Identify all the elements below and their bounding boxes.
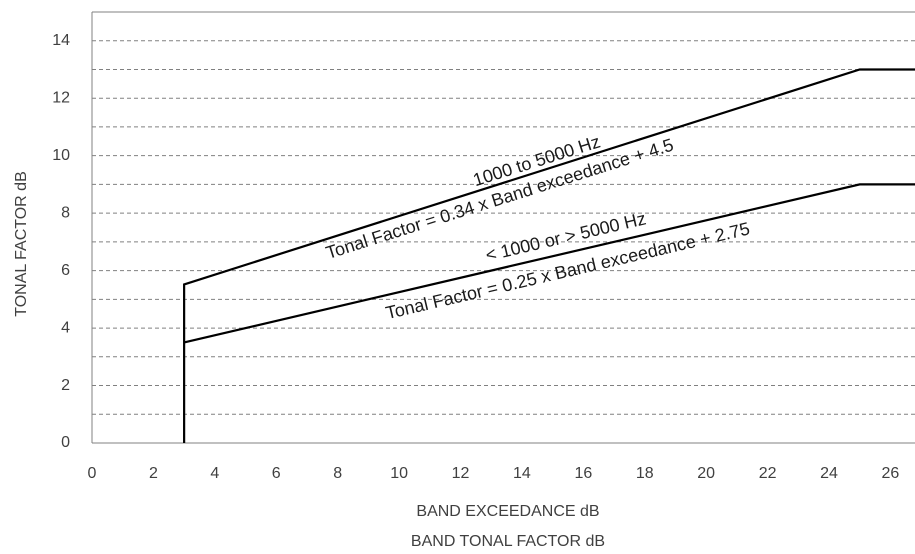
x-tick-label: 10 [390, 465, 408, 482]
y-tick-label: 0 [61, 434, 70, 451]
x-tick-label: 16 [574, 465, 592, 482]
x-tick-label: 26 [882, 465, 900, 482]
y-tick-label: 6 [61, 262, 70, 279]
y-tick-label: 2 [61, 377, 70, 394]
y-tick-label: 14 [52, 32, 70, 49]
x-tick-label: 8 [333, 465, 342, 482]
x-tick-label: 4 [210, 465, 219, 482]
x-axis-label: BAND EXCEEDANCE dB [416, 503, 599, 520]
x-tick-label: 0 [88, 465, 97, 482]
x-tick-label: 12 [452, 465, 470, 482]
y-axis-label: TONAL FACTOR dB [13, 171, 30, 317]
x-tick-label: 6 [272, 465, 281, 482]
x-tick-label: 22 [759, 465, 777, 482]
x-axis-label: BAND TONAL FACTOR dB [411, 533, 605, 550]
x-tick-label: 18 [636, 465, 654, 482]
y-tick-label: 4 [61, 319, 70, 336]
series-line [183, 68, 915, 443]
y-tick-label: 10 [52, 147, 70, 164]
x-tick-label: 24 [820, 465, 838, 482]
x-tick-label: 14 [513, 465, 531, 482]
series-line [183, 183, 915, 344]
x-tick-label: 2 [149, 465, 158, 482]
x-tick-label: 20 [697, 465, 715, 482]
y-tick-label: 8 [61, 204, 70, 221]
y-tick-label: 12 [52, 89, 70, 106]
